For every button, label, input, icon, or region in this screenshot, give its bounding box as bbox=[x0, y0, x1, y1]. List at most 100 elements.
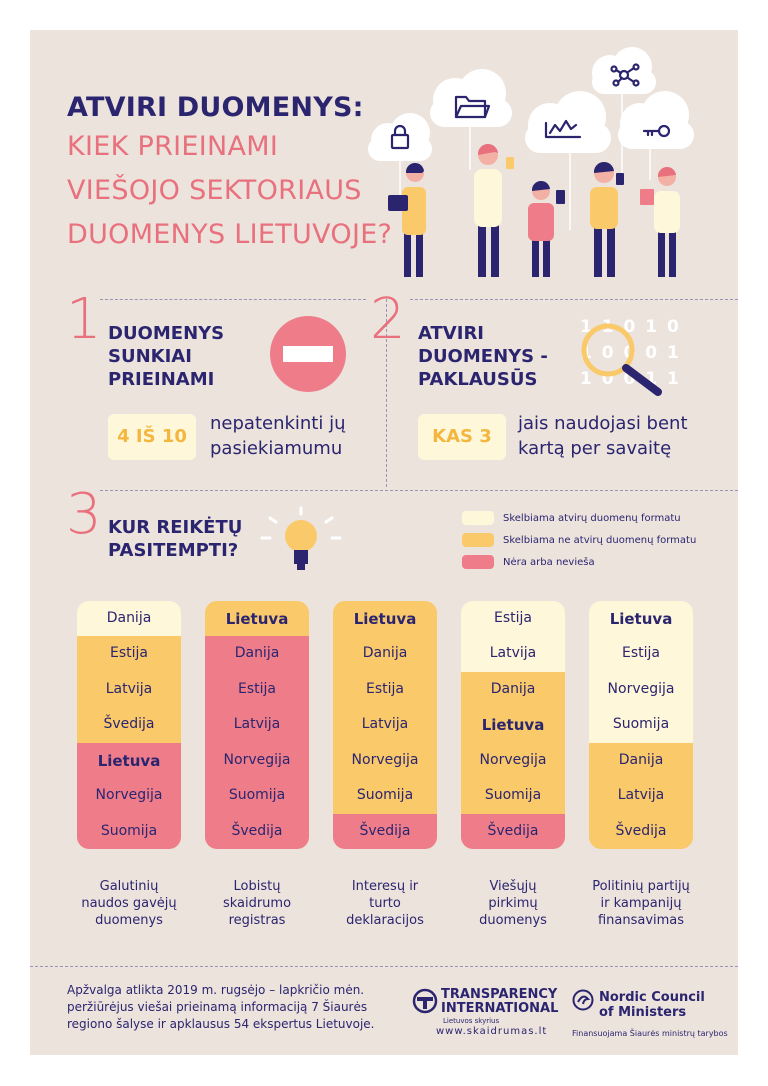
country-item: Lietuva bbox=[481, 716, 545, 735]
divider-top-right bbox=[410, 299, 738, 300]
legend-swatch-open bbox=[462, 511, 494, 525]
section-2-number: 2 bbox=[370, 287, 406, 352]
country-item: Norvegija bbox=[351, 751, 419, 768]
country-item: Švedija bbox=[231, 822, 283, 839]
country-item: Latvija bbox=[361, 716, 409, 733]
person-2 bbox=[474, 143, 514, 277]
key-cloud bbox=[618, 91, 694, 149]
segment-none bbox=[205, 636, 309, 849]
nordic-council-logo-text: Nordic Council of Ministers bbox=[599, 990, 705, 1020]
ranking-column: Danija Estija Latvija Švedija Lietuva Norvegi… bbox=[77, 601, 181, 849]
country-item: Norvegija bbox=[223, 751, 291, 768]
country-item: Suomija bbox=[100, 822, 158, 839]
nordic-swan-icon bbox=[572, 989, 594, 1011]
lock-cloud bbox=[368, 113, 432, 161]
segment-closed bbox=[589, 742, 693, 849]
network-icon bbox=[610, 63, 640, 87]
folder-icon bbox=[454, 95, 491, 119]
footer-text: Apžvalga atlikta 2019 m. rugsėjo – lapkr… bbox=[67, 983, 375, 1031]
ranking-column: Lietuva Danija Estija Latvija Norvegija Suomi… bbox=[333, 601, 437, 849]
section-2-title: ATVIRI DUOMENYS - PAKLAUSŪS bbox=[418, 323, 548, 390]
country-item: Suomija bbox=[356, 787, 414, 804]
country-item: Latvija bbox=[105, 680, 153, 697]
country-item: Danija bbox=[362, 645, 408, 662]
column-caption: Galutinių naudos gavėjų duomenys bbox=[81, 879, 177, 928]
section-2-chip: KAS 3 bbox=[418, 414, 506, 460]
legend-label-open: Skelbiama atvirų duomenų formatu bbox=[503, 513, 681, 524]
legend-swatch-closed bbox=[462, 533, 494, 547]
country-item: Lietuva bbox=[97, 751, 161, 770]
segment-open bbox=[77, 601, 181, 637]
divider-vertical bbox=[386, 299, 387, 487]
person-5 bbox=[640, 166, 680, 277]
country-item: Danija bbox=[106, 610, 152, 626]
country-item: Švedija bbox=[103, 716, 155, 733]
person-3 bbox=[528, 180, 565, 277]
section-1-title: DUOMENYS SUNKIAI PRIEINAMI bbox=[108, 323, 225, 390]
section-3-number: 3 bbox=[66, 482, 102, 547]
magnifier-icon bbox=[581, 323, 662, 396]
no-entry-icon bbox=[270, 316, 346, 392]
column-caption: Interesų ir turto deklaracijos bbox=[346, 879, 424, 928]
segment-closed bbox=[77, 636, 181, 743]
country-item: Norvegija bbox=[95, 787, 163, 804]
ranking-column: Estija Latvija Danija Lietuva Norvegija Suomi… bbox=[461, 601, 565, 849]
country-item: Estija bbox=[238, 680, 276, 697]
nordic-council-subtitle: Finansuojama Šiaurės ministrų tarybos bbox=[572, 1029, 728, 1038]
lightbulb-icon bbox=[260, 506, 342, 570]
country-item: Estija bbox=[622, 645, 660, 662]
chart-cloud bbox=[525, 91, 611, 153]
country-item: Latvija bbox=[489, 645, 537, 662]
segment-open bbox=[589, 601, 693, 743]
lock-icon bbox=[390, 124, 410, 150]
divider-footer bbox=[30, 966, 738, 967]
segment-none bbox=[333, 813, 437, 849]
section-1-desc: nepatenkinti jų pasiekiamumu bbox=[210, 413, 346, 459]
segment-closed bbox=[461, 671, 565, 814]
section-1-number: 1 bbox=[66, 287, 102, 352]
segment-closed bbox=[333, 601, 437, 814]
folder-cloud bbox=[430, 69, 512, 127]
key-icon bbox=[642, 124, 671, 138]
title-line-2: KIEK PRIEINAMI bbox=[67, 131, 279, 162]
transparency-international-logo-icon bbox=[412, 988, 438, 1014]
country-item: Danija bbox=[234, 645, 280, 662]
column-caption: Politinių partijų ir kampanijų finansavima… bbox=[592, 879, 690, 928]
segment-none bbox=[461, 813, 565, 849]
country-item: Danija bbox=[490, 680, 536, 697]
country-item: Norvegija bbox=[479, 751, 547, 768]
footer-url: www.skaidrumas.lt bbox=[436, 1026, 548, 1037]
legend-label-closed: Skelbiama ne atvirų duomenų formatu bbox=[503, 535, 697, 546]
country-item: Lietuva bbox=[225, 610, 289, 628]
country-item: Suomija bbox=[228, 787, 286, 804]
legend-swatch-none bbox=[462, 555, 494, 569]
column-caption: Viešųjų pirkimų duomenys bbox=[479, 879, 547, 928]
person-1 bbox=[388, 162, 426, 277]
transparency-international-logo-text: TRANSPARENCY INTERNATIONAL Lietuvos skyri… bbox=[441, 987, 559, 1026]
section-2-desc: jais naudojasi bent kartą per savaitę bbox=[518, 413, 688, 459]
column-caption: Lobistų skaidrumo registras bbox=[222, 879, 292, 928]
country-item: Suomija bbox=[612, 716, 670, 733]
ranking-column: Lietuva Danija Estija Latvija Norvegija Suomi… bbox=[205, 601, 309, 849]
country-item: Danija bbox=[618, 751, 664, 768]
country-item: Švedija bbox=[487, 822, 539, 839]
country-item: Estija bbox=[494, 610, 532, 626]
segment-open bbox=[461, 601, 565, 672]
country-item: Lietuva bbox=[353, 610, 417, 628]
section-3-title: KUR REIKĖTŲ PASITEMPTI? bbox=[108, 517, 243, 561]
title-line-3: VIEŠOJO SEKTORIAUS bbox=[67, 175, 362, 206]
country-item: Latvija bbox=[233, 716, 281, 733]
title-line-1: ATVIRI DUOMENYS: bbox=[67, 92, 364, 123]
line-chart-icon bbox=[544, 119, 582, 139]
country-item: Estija bbox=[110, 645, 148, 662]
country-item: Estija bbox=[366, 680, 404, 697]
legend-label-none: Nėra arba neviešа bbox=[503, 557, 595, 568]
country-item: Suomija bbox=[484, 787, 542, 804]
title-line-4: DUOMENYS LIETUVOJE? bbox=[67, 219, 393, 250]
divider-top-left bbox=[100, 299, 366, 300]
segment-closed bbox=[205, 601, 309, 637]
infographic-background bbox=[30, 30, 738, 1055]
person-4 bbox=[590, 161, 624, 277]
divider-middle bbox=[100, 490, 738, 491]
ranking-column: Lietuva Estija Norvegija Suomija Danija Latvi… bbox=[589, 601, 693, 849]
